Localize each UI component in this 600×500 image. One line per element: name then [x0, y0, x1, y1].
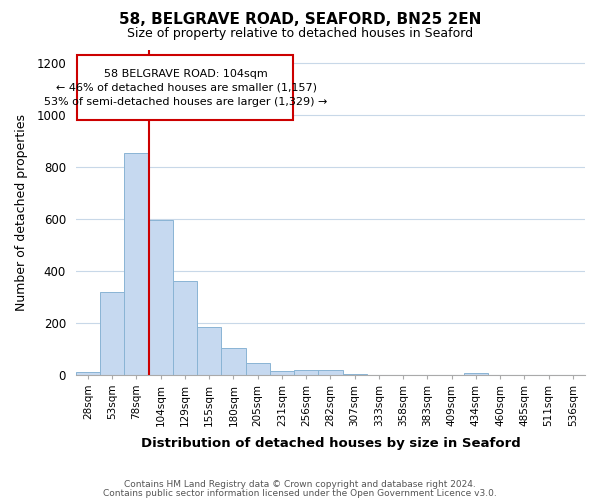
- Text: Contains public sector information licensed under the Open Government Licence v3: Contains public sector information licen…: [103, 488, 497, 498]
- Text: 58, BELGRAVE ROAD, SEAFORD, BN25 2EN: 58, BELGRAVE ROAD, SEAFORD, BN25 2EN: [119, 12, 481, 28]
- Bar: [318, 370, 343, 374]
- Bar: [294, 370, 318, 374]
- Bar: [221, 348, 245, 374]
- X-axis label: Distribution of detached houses by size in Seaford: Distribution of detached houses by size …: [140, 437, 520, 450]
- Text: 58 BELGRAVE ROAD: 104sqm
← 46% of detached houses are smaller (1,157)
53% of sem: 58 BELGRAVE ROAD: 104sqm ← 46% of detach…: [44, 68, 328, 106]
- Y-axis label: Number of detached properties: Number of detached properties: [15, 114, 28, 311]
- Text: Size of property relative to detached houses in Seaford: Size of property relative to detached ho…: [127, 28, 473, 40]
- Bar: [124, 152, 149, 374]
- Bar: [77, 55, 293, 120]
- Bar: [76, 372, 100, 374]
- Bar: [245, 362, 270, 374]
- Bar: [100, 292, 124, 374]
- Bar: [173, 281, 197, 374]
- Bar: [149, 220, 173, 374]
- Text: Contains HM Land Registry data © Crown copyright and database right 2024.: Contains HM Land Registry data © Crown c…: [124, 480, 476, 489]
- Bar: [197, 326, 221, 374]
- Bar: [270, 371, 294, 374]
